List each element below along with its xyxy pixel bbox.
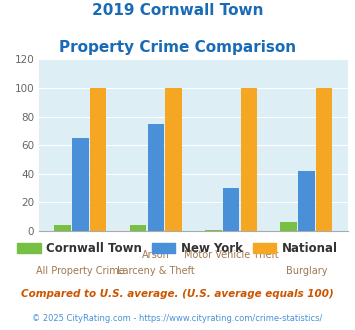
Text: All Property Crime: All Property Crime	[36, 266, 125, 276]
Bar	[148, 124, 164, 231]
Text: © 2025 CityRating.com - https://www.cityrating.com/crime-statistics/: © 2025 CityRating.com - https://www.city…	[32, 314, 323, 323]
Text: 2019 Cornwall Town: 2019 Cornwall Town	[92, 3, 263, 18]
Bar	[55, 225, 71, 231]
Bar	[72, 138, 89, 231]
Bar	[316, 88, 332, 231]
Bar	[130, 225, 146, 231]
Text: Burglary: Burglary	[286, 266, 327, 276]
Bar	[165, 88, 182, 231]
Bar	[280, 222, 297, 231]
Legend: Cornwall Town, New York, National: Cornwall Town, New York, National	[12, 237, 343, 260]
Text: Property Crime Comparison: Property Crime Comparison	[59, 40, 296, 54]
Text: Motor Vehicle Theft: Motor Vehicle Theft	[184, 250, 278, 260]
Bar	[223, 188, 239, 231]
Bar	[298, 171, 315, 231]
Bar	[205, 230, 222, 231]
Bar	[90, 88, 106, 231]
Text: Arson: Arson	[142, 250, 170, 260]
Text: Larceny & Theft: Larceny & Theft	[117, 266, 195, 276]
Bar	[241, 88, 257, 231]
Text: Compared to U.S. average. (U.S. average equals 100): Compared to U.S. average. (U.S. average …	[21, 289, 334, 299]
